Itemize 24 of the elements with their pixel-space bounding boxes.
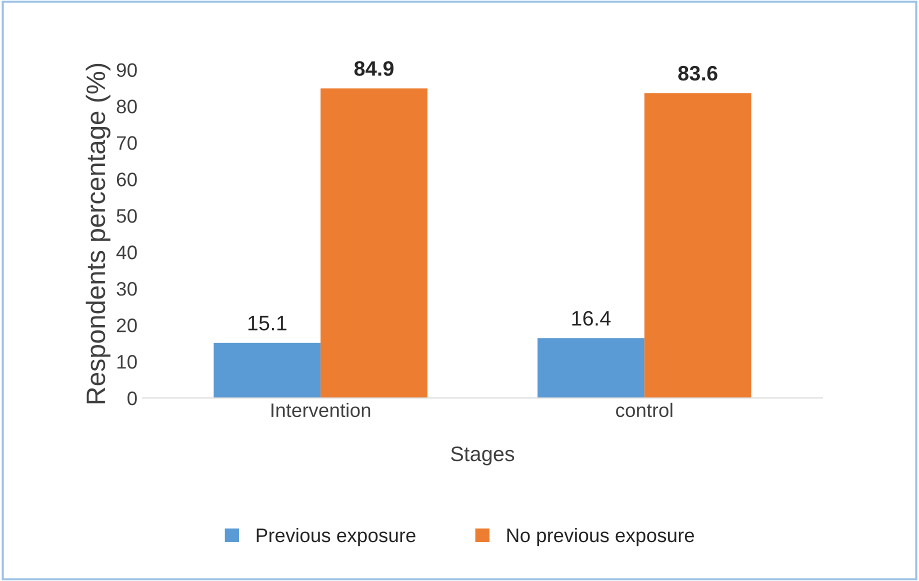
x-tick-label: control [616,402,672,418]
legend-label: Previous exposure [256,528,416,546]
y-tick-label: 60 [116,172,137,186]
y-tick-label: 80 [116,100,137,114]
bar [214,342,321,398]
y-axis-title: Respondents percentage (%) [86,64,110,404]
y-tick-label: 20 [116,318,137,332]
y-tick-label: 40 [116,246,137,260]
y-tick-label: 50 [116,209,137,223]
x-axis-title: Stages [450,446,514,466]
bar [644,93,752,398]
legend-label: No previous exposure [507,528,694,546]
y-tick-label: 0 [128,391,137,406]
y-tick-label: 10 [117,354,137,369]
data-label: 16.4 [572,310,611,326]
bar [538,338,644,398]
data-label: 83.6 [678,66,718,81]
y-tick-label: 30 [116,282,137,296]
y-tick-label: 90 [116,63,137,77]
data-label: 84.9 [354,61,394,76]
bar [320,88,428,398]
y-tick-label: 70 [116,136,137,150]
x-tick-label: Intervention [272,402,370,418]
data-label: 15.1 [248,316,286,330]
